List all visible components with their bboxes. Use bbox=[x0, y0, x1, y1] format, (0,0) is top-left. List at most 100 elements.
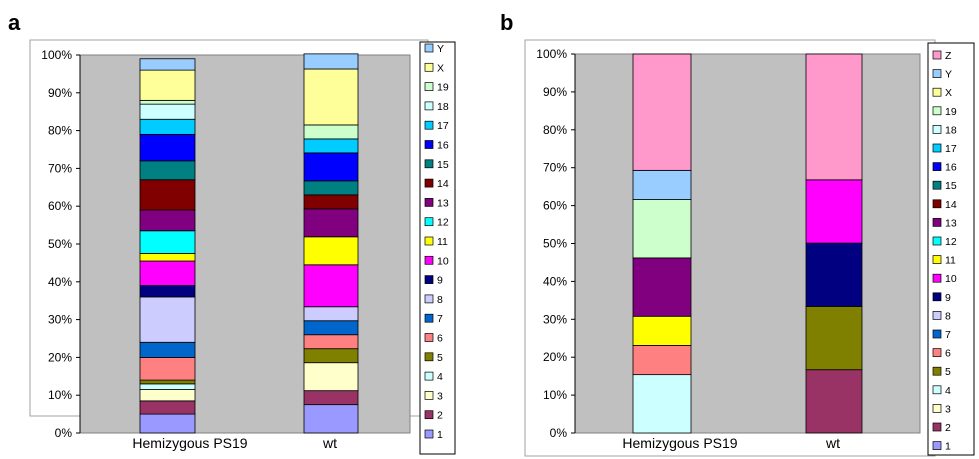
bar-segment-8-hemizygous bbox=[140, 297, 195, 342]
legend-swatch-3 bbox=[425, 391, 433, 399]
legend-swatch-6 bbox=[425, 334, 433, 342]
legend-label-7: 7 bbox=[945, 329, 951, 341]
bar-segment-18-hemizygous bbox=[140, 104, 195, 119]
legend-label-10: 10 bbox=[437, 255, 449, 267]
bar-segment-5-wt bbox=[806, 306, 862, 369]
bar-segment-9-wt bbox=[806, 243, 862, 306]
bar-segment-12-hemizygous bbox=[140, 231, 195, 254]
bar-segment-10-wt bbox=[806, 180, 862, 243]
legend-label-15: 15 bbox=[437, 159, 449, 171]
y-tick-label: 60% bbox=[543, 199, 567, 213]
legend-label-9: 9 bbox=[945, 292, 951, 304]
legend-swatch-9 bbox=[933, 293, 941, 301]
x-category-label: wt bbox=[825, 435, 840, 451]
plot-area bbox=[80, 55, 410, 433]
bar-segment-19-hemizygous bbox=[140, 100, 195, 104]
legend-label-2: 2 bbox=[945, 422, 951, 434]
legend-label-11: 11 bbox=[945, 255, 956, 267]
bar-segment-10-hemizygous bbox=[140, 261, 195, 286]
legend-label-18: 18 bbox=[437, 101, 449, 113]
y-tick-label: 20% bbox=[48, 350, 72, 364]
bar-segment-Z-wt bbox=[806, 54, 862, 180]
bar-segment-16-wt bbox=[304, 153, 358, 181]
y-tick-label: 70% bbox=[543, 161, 567, 175]
legend-label-13: 13 bbox=[437, 197, 449, 209]
legend-swatch-7 bbox=[933, 330, 941, 338]
legend-label-9: 9 bbox=[437, 275, 443, 287]
legend-swatch-14 bbox=[425, 179, 433, 187]
legend-swatch-17 bbox=[425, 121, 433, 129]
legend-label-X: X bbox=[945, 87, 952, 99]
legend-swatch-8 bbox=[425, 295, 433, 303]
legend-label-5: 5 bbox=[437, 352, 443, 364]
legend-swatch-17 bbox=[933, 144, 941, 152]
legend-label-6: 6 bbox=[945, 348, 951, 360]
legend-swatch-12 bbox=[425, 218, 433, 226]
legend-swatch-18 bbox=[425, 102, 433, 110]
legend-label-19: 19 bbox=[437, 82, 449, 94]
bar-segment-15-hemizygous bbox=[140, 161, 195, 180]
legend-label-13: 13 bbox=[945, 217, 957, 229]
y-tick-label: 100% bbox=[536, 47, 567, 61]
legend-label-5: 5 bbox=[945, 366, 951, 378]
y-tick-label: 80% bbox=[543, 123, 567, 137]
legend-swatch-15 bbox=[933, 181, 941, 189]
legend-swatch-5 bbox=[933, 367, 941, 375]
bar-segment-Y-hemizygous bbox=[633, 170, 691, 199]
y-tick-label: 20% bbox=[543, 350, 567, 364]
legend-swatch-1 bbox=[425, 430, 433, 438]
legend-label-3: 3 bbox=[945, 403, 951, 415]
bar-segment-7-wt bbox=[304, 321, 358, 335]
legend-swatch-5 bbox=[425, 353, 433, 361]
y-tick-label: 40% bbox=[543, 274, 567, 288]
y-tick-label: 60% bbox=[48, 199, 72, 213]
legend-swatch-13 bbox=[425, 198, 433, 206]
legend-swatch-2 bbox=[425, 411, 433, 419]
y-tick-label: 80% bbox=[48, 124, 72, 138]
bar-segment-4-hemizygous bbox=[140, 384, 195, 390]
legend-swatch-12 bbox=[933, 237, 941, 245]
chart-panel-a: a 0% 10% 20% 30% 40% 50% 60% 70% 80% 90% 100% Hemizy… bbox=[8, 10, 455, 454]
legend-swatch-13 bbox=[933, 218, 941, 226]
y-tick-label: 30% bbox=[543, 312, 567, 326]
legend-swatch-Z bbox=[933, 51, 941, 59]
y-tick-label: 0% bbox=[55, 426, 73, 440]
legend-swatch-16 bbox=[933, 163, 941, 171]
legend-label-16: 16 bbox=[945, 162, 957, 174]
legend-swatch-14 bbox=[933, 200, 941, 208]
legend-swatch-Y bbox=[425, 44, 433, 52]
legend-label-Z: Z bbox=[945, 50, 952, 62]
y-tick-label: 40% bbox=[48, 275, 72, 289]
legend-swatch-19 bbox=[933, 107, 941, 115]
legend-label-14: 14 bbox=[945, 199, 957, 211]
legend-swatch-4 bbox=[933, 386, 941, 394]
bar-segment-6-wt bbox=[304, 335, 358, 349]
legend-swatch-10 bbox=[933, 274, 941, 282]
legend-label-8: 8 bbox=[945, 310, 951, 322]
bar-segment-19-hemizygous bbox=[633, 200, 691, 258]
legend-swatch-9 bbox=[425, 276, 433, 284]
legend-label-10: 10 bbox=[945, 273, 957, 285]
legend-swatch-7 bbox=[425, 314, 433, 322]
legend-swatch-2 bbox=[933, 423, 941, 431]
y-tick-label: 30% bbox=[48, 313, 72, 327]
legend-label-6: 6 bbox=[437, 333, 443, 345]
panel-label: a bbox=[8, 10, 21, 35]
legend-swatch-Y bbox=[933, 70, 941, 78]
legend-label-17: 17 bbox=[437, 120, 449, 132]
legend-swatch-10 bbox=[425, 256, 433, 264]
legend-label-18: 18 bbox=[945, 124, 957, 136]
bar-segment-19-wt bbox=[304, 125, 358, 139]
legend-label-X: X bbox=[437, 62, 444, 74]
bar-segment-11-wt bbox=[304, 237, 358, 265]
y-tick-label: 10% bbox=[543, 388, 567, 402]
bar-segment-14-wt bbox=[304, 195, 358, 209]
legend-swatch-8 bbox=[933, 311, 941, 319]
y-tick-label: 50% bbox=[543, 237, 567, 251]
bar-segment-11-hemizygous bbox=[633, 316, 691, 345]
bar-segment-3-wt bbox=[304, 363, 358, 391]
legend-swatch-11 bbox=[425, 237, 433, 245]
legend-swatch-18 bbox=[933, 125, 941, 133]
x-category-label: Hemizygous PS19 bbox=[622, 435, 737, 451]
